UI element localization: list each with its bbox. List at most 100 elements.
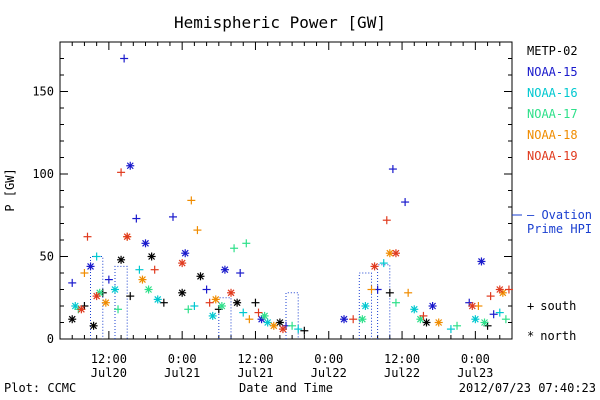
- data-point-noaa-17: [184, 305, 193, 314]
- data-point-noaa-19: [123, 232, 132, 241]
- data-point-noaa-19: [349, 315, 358, 324]
- data-point-metp-02: [300, 326, 309, 335]
- x-axis-label: Date and Time: [239, 381, 333, 395]
- data-point-noaa-15: [477, 257, 486, 266]
- x-tick-label-time: 0:00: [168, 352, 197, 366]
- y-tick-label: 100: [32, 167, 54, 181]
- y-tick-label: 50: [40, 250, 54, 264]
- data-point-metp-02: [178, 288, 187, 297]
- data-point-noaa-16: [410, 305, 419, 314]
- data-point-noaa-17: [453, 321, 462, 330]
- plot-timestamp: 2012/07/23 07:40:23: [459, 381, 596, 395]
- data-point-metp-02: [147, 252, 156, 261]
- data-point-noaa-18: [434, 318, 443, 327]
- ovation-hpi-segment: [114, 265, 128, 339]
- data-point-noaa-17: [217, 302, 226, 310]
- marker-legend-south: + south: [527, 299, 576, 313]
- x-tick-label-date: Jul22: [311, 366, 347, 380]
- data-point-noaa-16: [110, 285, 119, 294]
- data-point-noaa-18: [385, 249, 394, 258]
- data-point-noaa-19: [504, 285, 513, 294]
- data-point-noaa-15: [220, 265, 229, 274]
- marker-symbol: *: [527, 329, 534, 343]
- data-point-metp-02: [275, 318, 284, 327]
- data-point-noaa-15: [202, 285, 211, 294]
- data-point-noaa-18: [404, 288, 413, 297]
- data-point-metp-02: [89, 321, 98, 330]
- data-point-noaa-19: [495, 285, 504, 294]
- x-tick-label-time: 0:00: [461, 352, 490, 366]
- data-point-noaa-16: [92, 252, 101, 261]
- data-point-noaa-15: [181, 249, 190, 258]
- plot-credit: Plot: CCMC: [4, 381, 76, 395]
- legend-entry-metp-02: METP-02: [527, 44, 578, 58]
- data-point-noaa-17: [288, 321, 297, 330]
- data-point-metp-02: [251, 298, 260, 307]
- marker-label: south: [540, 299, 576, 313]
- data-point-noaa-19: [150, 265, 159, 274]
- data-point-noaa-17: [358, 315, 367, 324]
- chart-title: Hemispheric Power [GW]: [174, 13, 386, 32]
- data-point-noaa-17: [260, 311, 269, 320]
- data-point-noaa-18: [101, 298, 110, 307]
- data-point-metp-02: [385, 288, 394, 297]
- data-point-noaa-15: [126, 161, 135, 170]
- data-point-noaa-19: [227, 288, 236, 297]
- data-point-noaa-15: [169, 212, 177, 221]
- data-point-noaa-16: [190, 302, 199, 310]
- data-point-metp-02: [117, 255, 126, 264]
- data-point-noaa-15: [86, 262, 95, 271]
- ovation-hpi-segment: [377, 264, 391, 339]
- ovation-hpi-segment: [285, 292, 299, 339]
- data-point-noaa-19: [205, 298, 214, 307]
- data-point-noaa-15: [104, 275, 113, 284]
- marker-symbol: +: [527, 299, 534, 313]
- data-point-noaa-17: [391, 298, 400, 307]
- x-tick-label-time: 12:00: [237, 352, 273, 366]
- data-point-noaa-16: [263, 318, 272, 327]
- data-point-noaa-16: [153, 295, 162, 304]
- data-point-noaa-15: [340, 315, 349, 324]
- data-point-noaa-19: [468, 302, 477, 310]
- data-point-noaa-19: [382, 216, 391, 225]
- x-tick-label-time: 12:00: [384, 352, 420, 366]
- data-point-noaa-15: [141, 239, 150, 248]
- legend-entry-noaa-16: NOAA-16: [527, 86, 578, 100]
- legend-entry-noaa-17: NOAA-17: [527, 107, 578, 121]
- plot-frame: [59, 41, 513, 340]
- data-point-noaa-17: [501, 315, 510, 324]
- data-point-noaa-16: [208, 311, 217, 320]
- data-point-noaa-19: [370, 262, 379, 271]
- data-point-noaa-15: [132, 214, 141, 223]
- x-tick-label-date: Jul21: [164, 366, 200, 380]
- data-point-noaa-18: [269, 321, 278, 330]
- x-tick-label-date: Jul21: [237, 366, 273, 380]
- x-tick-label-date: Jul22: [384, 366, 420, 380]
- data-point-noaa-19: [254, 308, 263, 317]
- data-point-noaa-17: [480, 318, 489, 327]
- data-point-noaa-19: [117, 168, 126, 177]
- data-point-noaa-19: [391, 249, 400, 258]
- data-point-noaa-17: [114, 305, 123, 314]
- data-point-noaa-16: [361, 302, 370, 310]
- data-point-noaa-18: [367, 285, 376, 294]
- data-point-noaa-18: [138, 275, 147, 284]
- ovation-hpi-segment: [358, 272, 372, 339]
- legend-entry-noaa-15: NOAA-15: [527, 65, 578, 79]
- data-point-noaa-16: [294, 325, 303, 334]
- y-axis-label: P [GW]: [3, 168, 17, 211]
- data-point-noaa-15: [428, 302, 437, 310]
- data-point-metp-02: [196, 272, 205, 281]
- data-point-noaa-18: [245, 315, 254, 324]
- data-point-noaa-18: [211, 295, 220, 304]
- data-point-noaa-15: [388, 165, 397, 174]
- data-point-metp-02: [233, 298, 242, 307]
- data-point-noaa-17: [144, 285, 153, 294]
- data-point-noaa-16: [446, 325, 455, 334]
- data-point-noaa-19: [83, 232, 92, 241]
- x-tick-label-date: Jul20: [91, 366, 127, 380]
- data-point-noaa-19: [178, 259, 187, 268]
- data-point-noaa-15: [489, 310, 498, 319]
- data-point-metp-02: [68, 315, 77, 324]
- data-point-noaa-15: [401, 198, 410, 207]
